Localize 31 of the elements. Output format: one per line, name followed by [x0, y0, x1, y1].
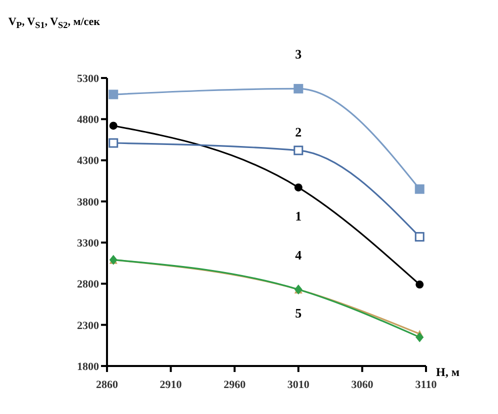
point [414, 232, 424, 242]
series-label: 4 [295, 247, 302, 262]
x-tick-label: 2910 [160, 378, 182, 391]
y-axis-title: V$_{P}$, V$_{S1}$, V$_{S2}$, м/сек [8, 15, 100, 32]
point [294, 84, 304, 94]
x-tick-label: 2960 [224, 378, 246, 391]
y-tick-label: 3300 [77, 237, 100, 250]
x-axis-title: H, м [436, 365, 460, 380]
y-tick-label: 2800 [77, 278, 100, 291]
point [416, 280, 424, 289]
point [108, 90, 118, 100]
x-tick-label: 3060 [351, 378, 374, 391]
y-tick-label: 4800 [77, 114, 100, 126]
point [109, 122, 118, 130]
series-label: 2 [295, 124, 302, 140]
x-tick-label: 2860 [96, 378, 118, 391]
y-tick-label: 5300 [77, 72, 100, 85]
y-tick-label: 2300 [77, 320, 100, 332]
point [294, 146, 304, 156]
series-label: 1 [295, 208, 302, 224]
y-tick-label: 1800 [77, 360, 100, 373]
point [108, 138, 118, 148]
x-tick-label: 3010 [287, 378, 310, 391]
x-tick-label: 3110 [415, 378, 438, 391]
y-tick-label: 4300 [77, 155, 100, 168]
series-label: 5 [295, 305, 302, 320]
point [416, 332, 424, 342]
point [294, 183, 302, 192]
series-label: 3 [295, 46, 302, 62]
point [414, 184, 424, 194]
y-tick-label: 3800 [77, 196, 100, 208]
